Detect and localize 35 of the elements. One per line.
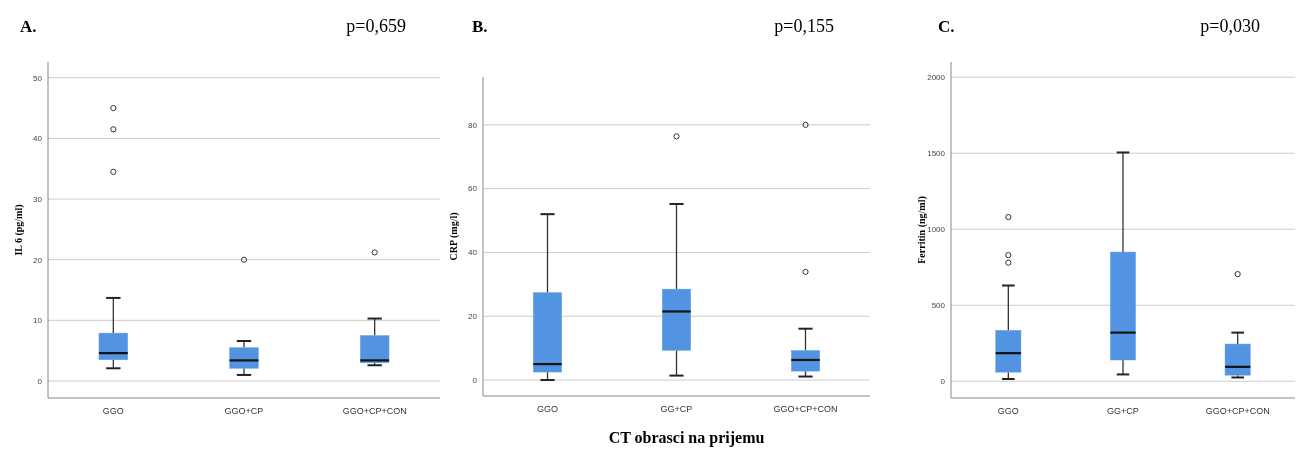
y-axis-title: IL 6 (pg/ml) bbox=[13, 204, 25, 256]
x-tick-label: GGO+CP+CON bbox=[773, 404, 838, 414]
y-tick-label: 2000 bbox=[927, 73, 946, 82]
y-tick-label: 50 bbox=[33, 73, 43, 83]
text: p=0,155 bbox=[774, 16, 834, 36]
text: p=0,659 bbox=[346, 16, 406, 36]
y-tick-label: 500 bbox=[931, 301, 946, 311]
x-tick-label: GGO bbox=[997, 406, 1019, 416]
y-tick-label: 80 bbox=[468, 120, 478, 130]
y-tick-label: 40 bbox=[33, 134, 43, 144]
x-axis-title: CT obrasci na prijemu bbox=[608, 429, 765, 447]
y-tick-label: 40 bbox=[468, 248, 478, 258]
y-tick-label: 1500 bbox=[927, 149, 946, 159]
y-tick-label: 20 bbox=[468, 312, 478, 322]
x-tick-label: GG+CP bbox=[660, 404, 693, 414]
y-tick-label: 60 bbox=[468, 184, 478, 194]
chart-title: B. bbox=[472, 17, 488, 36]
y-tick-label: 1000 bbox=[927, 225, 946, 235]
x-tick-label: GGO+CP+CON bbox=[342, 406, 407, 416]
y-axis-title: CRP (mg/l) bbox=[448, 212, 460, 261]
x-tick-label: GGO bbox=[536, 404, 559, 414]
x-tick-label: GGO+CP+CON bbox=[1205, 406, 1270, 416]
y-tick-label: 0 bbox=[940, 377, 946, 387]
x-tick-label: GG+CP bbox=[1107, 406, 1139, 416]
y-tick-label: 0 bbox=[472, 375, 478, 385]
x-tick-label: GGO+CP bbox=[224, 406, 264, 416]
text: p=0,030 bbox=[1200, 16, 1260, 36]
y-tick-label: 0 bbox=[37, 376, 43, 386]
y-tick-label: 30 bbox=[33, 194, 43, 204]
y-axis-title: Ferritin (ng/ml) bbox=[916, 196, 928, 264]
y-tick-label: 20 bbox=[33, 255, 43, 265]
y-tick-label: 10 bbox=[33, 316, 43, 326]
chart-title: C. bbox=[938, 17, 955, 36]
x-tick-label: GGO bbox=[102, 406, 124, 416]
chart-title: A. bbox=[20, 17, 37, 36]
